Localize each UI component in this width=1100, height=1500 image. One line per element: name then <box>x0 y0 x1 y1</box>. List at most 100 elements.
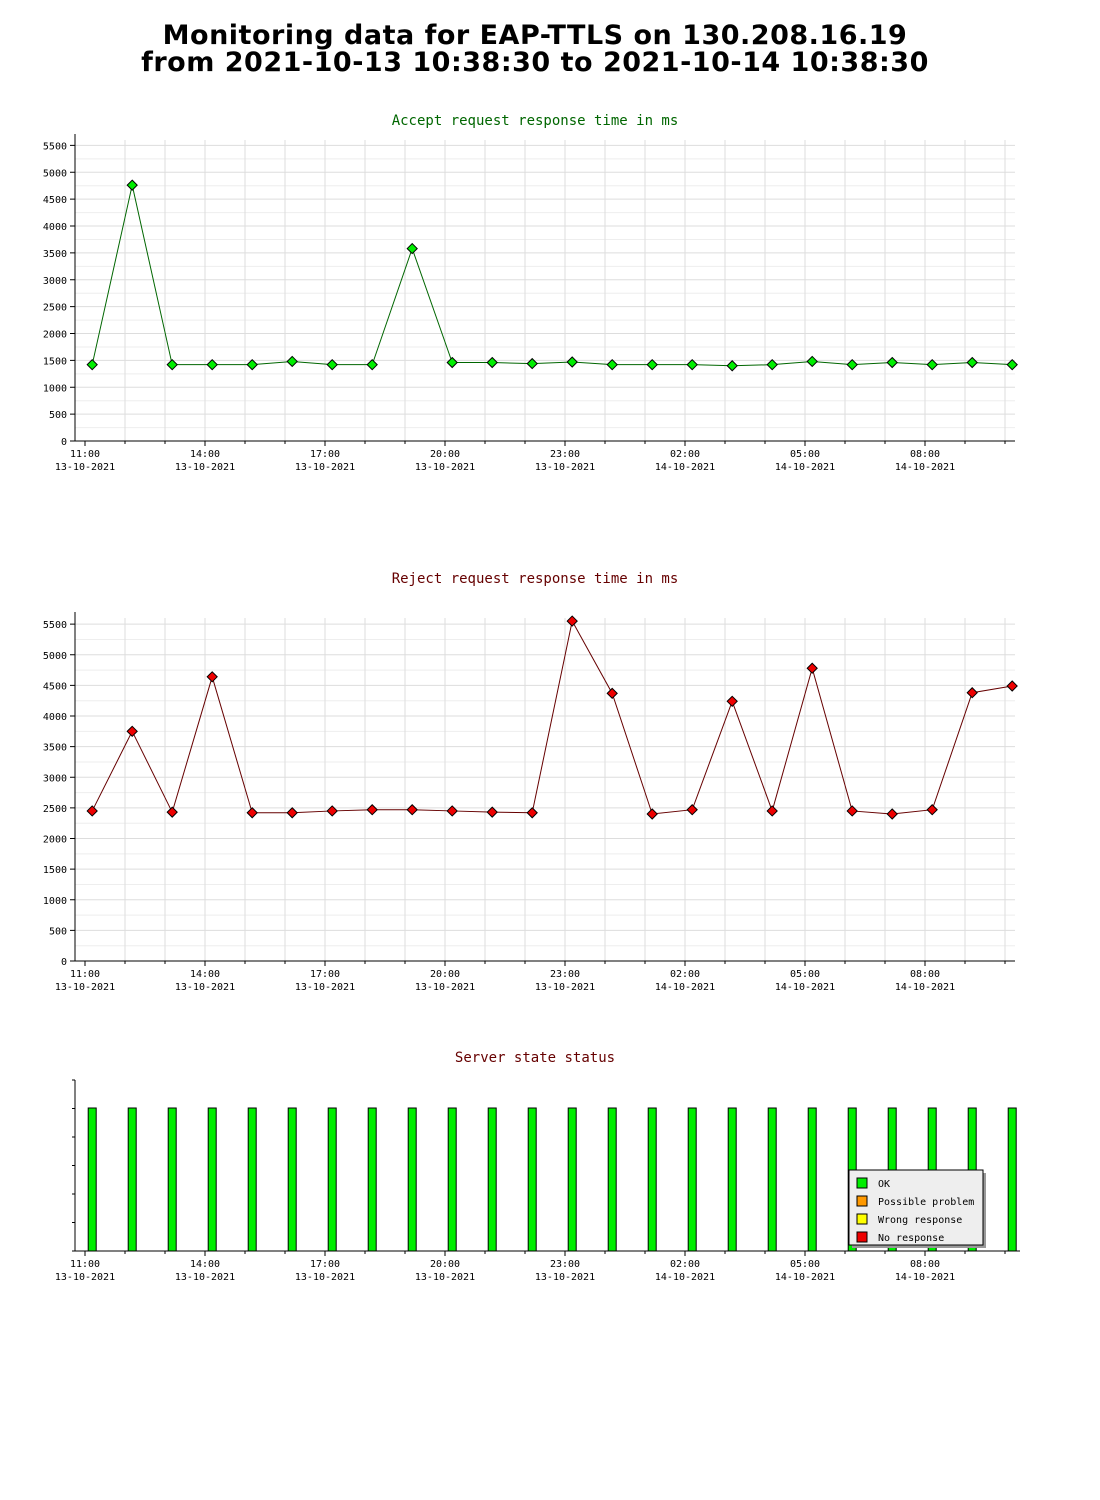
data-point <box>566 615 578 627</box>
x-tick-label-date: 14-10-2021 <box>775 982 835 993</box>
y-tick-label: 3500 <box>43 249 67 260</box>
data-point <box>366 358 378 371</box>
data-point <box>886 356 898 369</box>
y-tick-label: 500 <box>49 410 67 421</box>
x-tick-label-date: 13-10-2021 <box>295 982 355 993</box>
status-bar <box>527 1107 537 1252</box>
grid-lines <box>75 618 1015 962</box>
x-tick-label-date: 13-10-2021 <box>175 982 235 993</box>
data-point <box>806 355 818 368</box>
x-tick-label-time: 14:00 <box>190 1259 220 1270</box>
status-bar <box>767 1107 777 1252</box>
y-tick-label: 0 <box>61 437 67 448</box>
x-tick-label-date: 13-10-2021 <box>55 462 115 473</box>
legend-swatch <box>856 1231 868 1243</box>
y-tick-label: 500 <box>49 926 67 937</box>
y-tick-label: 5000 <box>43 651 67 662</box>
data-point <box>246 358 258 371</box>
y-tick-label: 4000 <box>43 712 67 723</box>
data-point <box>126 179 138 191</box>
x-tick-label-date: 14-10-2021 <box>895 982 955 993</box>
x-tick-label-time: 23:00 <box>550 449 580 460</box>
x-tick-label-time: 11:00 <box>70 449 100 460</box>
series-line <box>91 185 1013 367</box>
data-point <box>966 687 978 699</box>
status-bar <box>1007 1107 1017 1252</box>
x-tick-label-date: 13-10-2021 <box>535 462 595 473</box>
data-point <box>326 805 338 817</box>
status-bar <box>647 1107 657 1252</box>
x-tick-label-time: 05:00 <box>790 969 820 980</box>
legend-box <box>848 1169 984 1246</box>
y-tick-label: 4500 <box>43 195 67 206</box>
x-tick-label-time: 14:00 <box>190 449 220 460</box>
y-tick-label: 2500 <box>43 303 67 314</box>
data-point <box>246 807 258 819</box>
y-tick-label: 3500 <box>43 743 67 754</box>
data-point <box>166 358 178 371</box>
accept-chart-title: Accept request response time in ms <box>391 113 679 129</box>
data-point <box>366 804 378 816</box>
y-tick-label: 5000 <box>43 168 67 179</box>
x-tick-label-time: 05:00 <box>790 1259 820 1270</box>
data-point <box>646 808 658 820</box>
status-bar <box>407 1107 417 1252</box>
data-point <box>326 358 338 371</box>
data-point <box>286 807 298 819</box>
reject-response-chart: 0 500 1000 1500 2000 2500 3000 3500 4000 4500 5000… <box>43 612 1018 993</box>
status-bar <box>687 1107 697 1252</box>
y-tick-label: 5500 <box>43 620 67 631</box>
data-point <box>1006 358 1018 371</box>
y-tick-label: 1000 <box>43 896 67 907</box>
y-tick-label: 1500 <box>43 865 67 876</box>
y-tick-label: 2000 <box>43 330 67 341</box>
y-tick-label: 3000 <box>43 276 67 287</box>
x-tick-label-time: 20:00 <box>430 449 460 460</box>
data-point <box>926 804 938 816</box>
server-status-chart: 11:00 13-10-2021 14:00 13-10-2021 17:00 13-10… <box>55 1079 1020 1283</box>
x-tick-label-time: 02:00 <box>670 969 700 980</box>
status-bar <box>287 1107 297 1252</box>
data-point <box>526 357 538 370</box>
y-tick-label: 2000 <box>43 835 67 846</box>
status-bar <box>367 1107 377 1252</box>
data-point <box>486 356 498 369</box>
x-tick-label-time: 08:00 <box>910 449 940 460</box>
status-bar <box>327 1107 337 1252</box>
x-tick-label-date: 14-10-2021 <box>655 1272 715 1283</box>
status-bar <box>447 1107 457 1252</box>
x-tick-label-time: 20:00 <box>430 969 460 980</box>
x-tick-label-time: 05:00 <box>790 449 820 460</box>
page-title-line-1: Monitoring data for EAP-TTLS on 130.208.… <box>162 20 908 51</box>
data-point <box>966 356 978 369</box>
status-bar <box>87 1107 97 1252</box>
x-tick-label-time: 14:00 <box>190 969 220 980</box>
x-tick-label-date: 13-10-2021 <box>295 1272 355 1283</box>
data-point <box>1006 680 1018 692</box>
x-tick-label-time: 11:00 <box>70 1259 100 1270</box>
data-point <box>686 804 698 816</box>
data-point <box>566 356 578 368</box>
status-bar <box>607 1107 617 1252</box>
y-tick-label: 3000 <box>43 773 67 784</box>
legend-swatch <box>856 1213 868 1225</box>
data-point <box>726 360 738 372</box>
page-title: Monitoring data for EAP-TTLS on 130.208.… <box>0 22 1070 76</box>
status-chart-title: Server state status <box>454 1050 616 1066</box>
data-point <box>766 358 778 371</box>
x-tick-label-time: 20:00 <box>430 1259 460 1270</box>
data-point <box>206 671 218 683</box>
x-tick-label-date: 14-10-2021 <box>895 462 955 473</box>
x-tick-label-date: 13-10-2021 <box>535 1272 595 1283</box>
data-point <box>446 805 458 817</box>
data-point <box>646 358 658 371</box>
x-tick-label-date: 13-10-2021 <box>55 1272 115 1283</box>
x-tick-label-date: 13-10-2021 <box>175 1272 235 1283</box>
x-tick-label-date: 13-10-2021 <box>295 462 355 473</box>
data-point <box>606 687 618 700</box>
x-tick-label-date: 14-10-2021 <box>655 462 715 473</box>
page-title-line-2: from 2021-10-13 10:38:30 to 2021-10-14 1… <box>141 47 929 78</box>
y-tick-label: 1500 <box>43 356 67 367</box>
y-tick-label: 4500 <box>43 681 67 692</box>
y-tick-label: 2500 <box>43 804 67 815</box>
